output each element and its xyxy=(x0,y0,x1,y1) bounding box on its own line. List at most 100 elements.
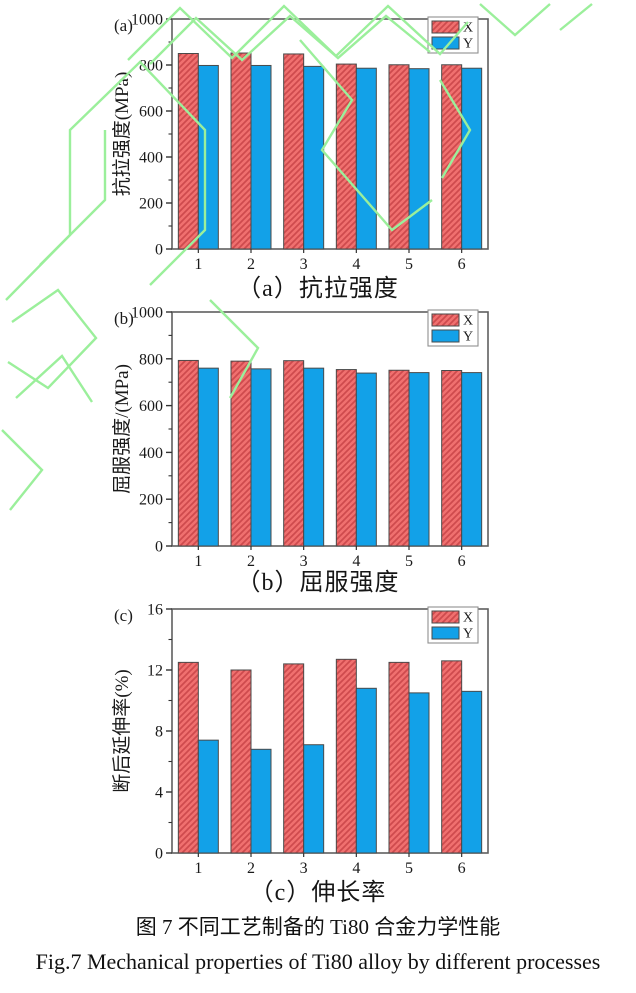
y-tick-label: 800 xyxy=(139,58,163,75)
y-axis-label: 断后延伸率(%) xyxy=(111,669,133,792)
bar-X-3 xyxy=(283,53,305,250)
y-tick-label: 1000 xyxy=(131,305,163,322)
plot-border xyxy=(171,608,489,854)
bar-X-2 xyxy=(230,52,252,250)
x-tick-label: 5 xyxy=(405,860,413,877)
figure-caption-chinese: 图 7 不同工艺制备的 Ti80 合金力学性能 xyxy=(135,915,501,939)
bar-X-4 xyxy=(335,369,357,547)
y-tick-label: 0 xyxy=(155,242,163,259)
bar-Y-6 xyxy=(461,690,483,854)
legend-swatch-x xyxy=(431,20,460,34)
bar-X-6 xyxy=(441,64,463,250)
x-tick-label: 3 xyxy=(300,860,308,877)
plot-border xyxy=(171,311,489,547)
y-tick-label: 16 xyxy=(147,602,163,619)
x-tick-label: 4 xyxy=(352,256,360,273)
bar-X-2 xyxy=(230,360,252,547)
bar-Y-4 xyxy=(355,687,377,854)
bar-X-4 xyxy=(335,658,357,854)
legend-label-x: X xyxy=(463,314,473,329)
figure-caption-english: Fig.7 Mechanical properties of Ti80 allo… xyxy=(35,949,601,974)
chart-panel-a-tensile-strength: 0 200 400 600 800 1000 (a) 抗拉强度(MPa) 1 2 3 4 5 6 X Y xyxy=(98,11,508,296)
chart-panel-c-elongation: 0 4 8 12 16 (c) 断后延伸率(%) 1 2 3 4 5 6 X Y xyxy=(98,601,508,886)
x-tick-label: 2 xyxy=(247,860,255,877)
x-tick-label: 6 xyxy=(458,860,466,877)
legend-label-x: X xyxy=(463,21,473,36)
y-tick-label: 400 xyxy=(139,150,163,167)
bar-Y-5 xyxy=(408,372,430,547)
panel-label: (a) xyxy=(114,16,133,35)
x-tick-label: 5 xyxy=(405,256,413,273)
legend-label-x: X xyxy=(463,611,473,626)
x-tick-label: 2 xyxy=(247,256,255,273)
bar-Y-3 xyxy=(303,744,325,854)
x-tick-label: 2 xyxy=(247,553,255,570)
y-axis-label: 抗拉强度(MPa) xyxy=(111,72,133,197)
chart-c-caption: （c）伸长率 xyxy=(249,880,387,906)
bar-X-1 xyxy=(177,359,199,547)
bar-Y-5 xyxy=(408,692,430,854)
x-tick-label: 1 xyxy=(194,860,202,877)
y-tick-label: 0 xyxy=(155,539,163,556)
bar-Y-2 xyxy=(250,368,272,547)
bar-Y-2 xyxy=(250,748,272,854)
bar-X-3 xyxy=(283,360,305,547)
legend-swatch-y xyxy=(431,329,460,343)
bar-Y-4 xyxy=(355,372,377,547)
bar-Y-3 xyxy=(303,65,325,250)
x-tick-label: 4 xyxy=(352,860,360,877)
chart-panel-b-yield-strength: 0 200 400 600 800 1000 (b) 屈服强度/(MPa) 1 2 3 4 5 6 X Y xyxy=(98,304,508,589)
x-tick-label: 4 xyxy=(352,553,360,570)
bar-Y-1 xyxy=(197,739,219,854)
y-axis-label: 屈服强度/(MPa) xyxy=(111,364,133,494)
x-tick-label: 1 xyxy=(194,553,202,570)
bar-X-4 xyxy=(335,63,357,250)
legend-swatch-y xyxy=(431,626,460,640)
legend-label-y: Y xyxy=(463,330,473,345)
y-tick-label: 800 xyxy=(139,351,163,368)
bar-Y-6 xyxy=(461,67,483,250)
y-tick-label: 600 xyxy=(139,398,163,415)
bar-Y-6 xyxy=(461,372,483,547)
bar-X-3 xyxy=(283,663,305,854)
legend-label-y: Y xyxy=(463,37,473,52)
bar-X-1 xyxy=(177,661,199,854)
legend-swatch-y xyxy=(431,36,460,50)
y-tick-label: 200 xyxy=(139,196,163,213)
y-tick-label: 600 xyxy=(139,104,163,121)
y-tick-label: 8 xyxy=(155,724,163,741)
legend-label-y: Y xyxy=(463,627,473,642)
y-tick-label: 4 xyxy=(155,785,163,802)
y-tick-label: 0 xyxy=(155,846,163,863)
y-tick-label: 200 xyxy=(139,492,163,509)
bar-X-6 xyxy=(441,660,463,854)
bar-X-5 xyxy=(388,661,410,854)
legend-swatch-x xyxy=(431,610,460,624)
bar-Y-1 xyxy=(197,64,219,250)
bar-X-6 xyxy=(441,370,463,547)
x-tick-label: 6 xyxy=(458,553,466,570)
bar-Y-5 xyxy=(408,68,430,250)
x-tick-label: 3 xyxy=(300,553,308,570)
panel-label: (b) xyxy=(114,309,134,328)
x-tick-label: 6 xyxy=(458,256,466,273)
x-tick-label: 5 xyxy=(405,553,413,570)
x-tick-label: 3 xyxy=(300,256,308,273)
bar-X-2 xyxy=(230,669,252,854)
legend-swatch-x xyxy=(431,313,460,327)
bar-X-5 xyxy=(388,369,410,547)
panel-label: (c) xyxy=(114,606,133,625)
chart-b-svg: 0 200 400 600 800 1000(b) 屈服强度/(MPa) 1 2 3 4 5 6 XY xyxy=(111,305,489,570)
chart-a-caption: （a）抗拉强度 xyxy=(237,276,399,302)
chart-b-caption: （b）屈服强度 xyxy=(236,570,400,596)
bar-X-5 xyxy=(388,64,410,250)
bar-Y-2 xyxy=(250,64,272,250)
y-tick-label: 1000 xyxy=(131,12,163,29)
bar-X-1 xyxy=(177,53,199,250)
bar-Y-3 xyxy=(303,367,325,547)
bar-Y-1 xyxy=(197,367,219,547)
y-tick-label: 12 xyxy=(147,663,163,680)
